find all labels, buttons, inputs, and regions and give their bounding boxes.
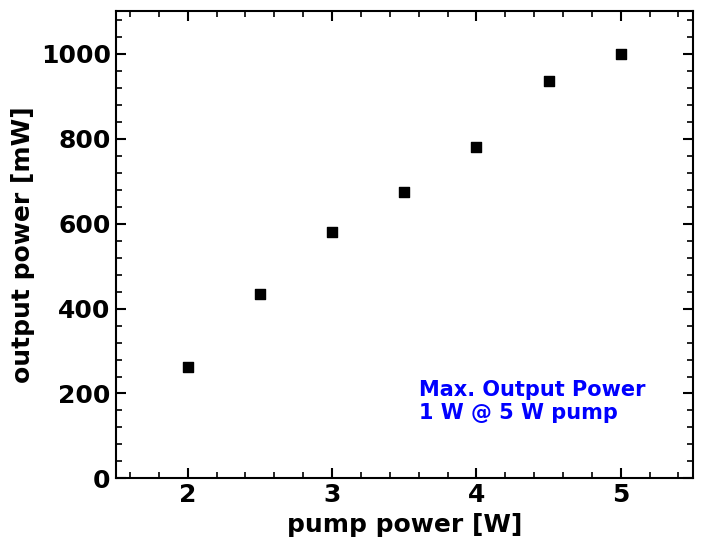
Point [471, 142, 482, 151]
Point [182, 362, 194, 371]
Point [543, 77, 554, 85]
Y-axis label: output power [mW]: output power [mW] [11, 106, 35, 383]
Point [615, 49, 627, 58]
Point [327, 227, 338, 236]
X-axis label: pump power [W]: pump power [W] [287, 513, 522, 537]
Point [398, 187, 410, 196]
Point [254, 289, 265, 298]
Text: Max. Output Power
1 W @ 5 W pump: Max. Output Power 1 W @ 5 W pump [419, 380, 645, 423]
